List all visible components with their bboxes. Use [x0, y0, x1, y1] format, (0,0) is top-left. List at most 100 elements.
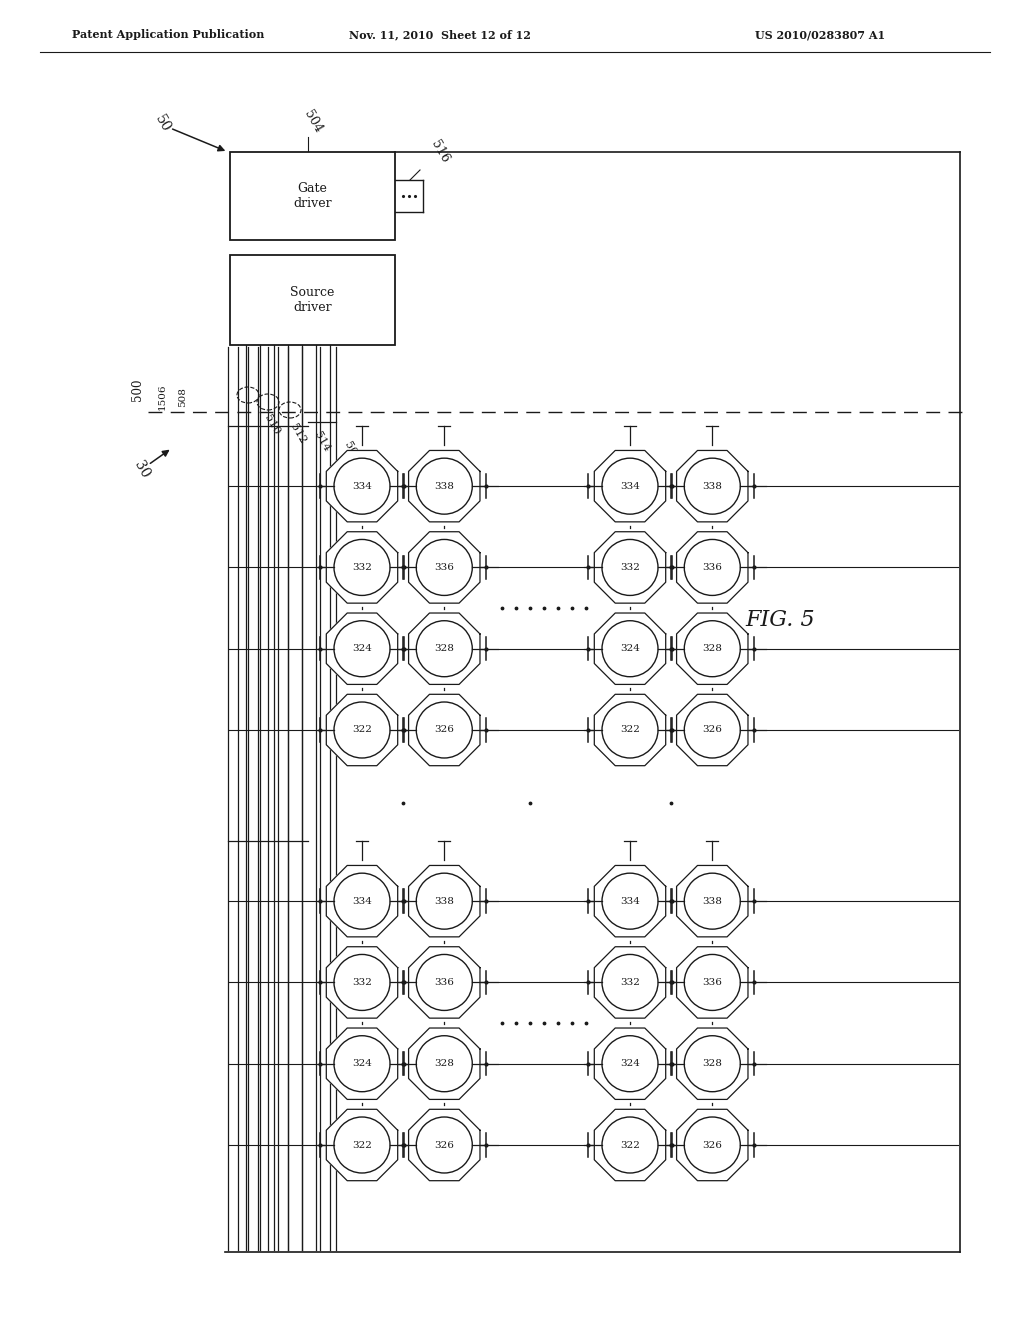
Text: 338: 338 [434, 896, 455, 906]
Text: 328: 328 [434, 644, 455, 653]
Circle shape [684, 458, 740, 515]
Text: 326: 326 [702, 1140, 722, 1150]
Text: 328: 328 [702, 1059, 722, 1068]
Text: 324: 324 [352, 1059, 372, 1068]
Text: 512: 512 [289, 422, 307, 446]
Polygon shape [594, 866, 666, 937]
Circle shape [417, 1117, 472, 1173]
Polygon shape [409, 694, 480, 766]
Polygon shape [677, 694, 748, 766]
Text: 326: 326 [434, 726, 455, 734]
Circle shape [334, 620, 390, 677]
Text: 504: 504 [301, 108, 325, 135]
Circle shape [684, 1036, 740, 1092]
Polygon shape [594, 532, 666, 603]
Bar [230, 152, 395, 240]
Text: 328: 328 [434, 1059, 455, 1068]
Text: 510: 510 [262, 413, 282, 437]
Text: 334: 334 [352, 482, 372, 491]
Text: 336: 336 [702, 978, 722, 987]
Polygon shape [409, 866, 480, 937]
Circle shape [684, 540, 740, 595]
Circle shape [602, 702, 658, 758]
Text: Source
driver: Source driver [291, 286, 335, 314]
Text: 502: 502 [342, 441, 361, 463]
Circle shape [684, 954, 740, 1010]
Polygon shape [327, 866, 397, 937]
Polygon shape [327, 694, 397, 766]
Circle shape [417, 954, 472, 1010]
Circle shape [334, 1036, 390, 1092]
Circle shape [334, 1117, 390, 1173]
Text: 500: 500 [131, 379, 144, 401]
Text: 332: 332 [621, 562, 640, 572]
Circle shape [334, 873, 390, 929]
Polygon shape [677, 1109, 748, 1180]
Circle shape [602, 620, 658, 677]
Text: 338: 338 [702, 482, 722, 491]
Polygon shape [677, 866, 748, 937]
Circle shape [417, 458, 472, 515]
Text: 326: 326 [434, 1140, 455, 1150]
Text: 328: 328 [702, 644, 722, 653]
Circle shape [417, 620, 472, 677]
Text: US 2010/0283807 A1: US 2010/0283807 A1 [755, 29, 885, 41]
Circle shape [417, 540, 472, 595]
Text: 336: 336 [434, 562, 455, 572]
Text: 324: 324 [621, 1059, 640, 1068]
Polygon shape [677, 612, 748, 684]
Text: 322: 322 [352, 1140, 372, 1150]
Polygon shape [327, 1028, 397, 1100]
Text: 322: 322 [352, 726, 372, 734]
Polygon shape [594, 1028, 666, 1100]
Circle shape [417, 1036, 472, 1092]
Polygon shape [409, 450, 480, 521]
Circle shape [602, 954, 658, 1010]
Polygon shape [409, 1028, 480, 1100]
Text: 516: 516 [428, 137, 452, 165]
Polygon shape [677, 946, 748, 1018]
Polygon shape [677, 450, 748, 521]
Circle shape [334, 458, 390, 515]
Text: Gate
driver: Gate driver [293, 182, 332, 210]
Polygon shape [594, 612, 666, 684]
Text: 324: 324 [352, 644, 372, 653]
Polygon shape [409, 946, 480, 1018]
Polygon shape [677, 1028, 748, 1100]
Circle shape [334, 702, 390, 758]
Text: Nov. 11, 2010  Sheet 12 of 12: Nov. 11, 2010 Sheet 12 of 12 [349, 29, 530, 41]
Polygon shape [409, 532, 480, 603]
Polygon shape [677, 532, 748, 603]
Text: Patent Application Publication: Patent Application Publication [72, 29, 264, 41]
Text: 334: 334 [352, 896, 372, 906]
Polygon shape [594, 1109, 666, 1180]
Circle shape [417, 702, 472, 758]
Circle shape [684, 1117, 740, 1173]
Polygon shape [594, 694, 666, 766]
Circle shape [417, 873, 472, 929]
Text: 332: 332 [621, 978, 640, 987]
Text: 1506: 1506 [158, 384, 167, 411]
Circle shape [684, 620, 740, 677]
Circle shape [602, 540, 658, 595]
Polygon shape [409, 612, 480, 684]
Text: 322: 322 [621, 726, 640, 734]
Circle shape [684, 702, 740, 758]
Text: 30: 30 [131, 459, 153, 480]
Circle shape [334, 954, 390, 1010]
Polygon shape [327, 450, 397, 521]
Polygon shape [594, 946, 666, 1018]
Circle shape [602, 1117, 658, 1173]
Text: 50: 50 [153, 114, 173, 135]
Text: 336: 336 [702, 562, 722, 572]
Text: 514: 514 [312, 430, 332, 454]
Text: FIG. 5: FIG. 5 [745, 609, 815, 631]
Text: 334: 334 [621, 896, 640, 906]
Text: 334: 334 [621, 482, 640, 491]
Circle shape [684, 873, 740, 929]
Polygon shape [327, 946, 397, 1018]
Text: 322: 322 [621, 1140, 640, 1150]
Circle shape [334, 540, 390, 595]
Text: 338: 338 [434, 482, 455, 491]
Circle shape [602, 458, 658, 515]
